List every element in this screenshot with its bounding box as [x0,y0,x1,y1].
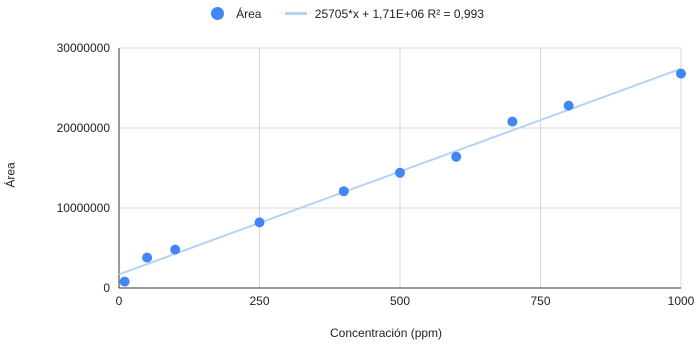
chart-legend: Área 25705*x + 1,71E+06 R² = 0,993 [0,6,695,21]
y-tick-label: 30000000 [57,41,111,55]
legend-item-trendline[interactable]: 25705*x + 1,71E+06 R² = 0,993 [284,6,484,21]
y-axis-title: Área [3,162,18,188]
data-point[interactable] [170,244,181,255]
y-tick-label: 0 [103,281,110,295]
axes [118,48,681,289]
data-point[interactable] [119,276,130,287]
x-tick-label: 1000 [668,294,695,308]
data-point[interactable] [507,116,518,127]
data-point[interactable] [676,68,686,79]
legend-marker-line [284,12,307,16]
x-tick-label: 0 [116,294,123,308]
x-tick-label: 750 [530,294,550,308]
data-point[interactable] [451,151,462,162]
data-point[interactable] [563,100,574,111]
legend-marker-dot [211,7,225,21]
y-tick-label: 10000000 [57,201,111,215]
x-axis-title: Concentración (ppm) [330,326,443,340]
data-point[interactable] [142,252,153,263]
data-point[interactable] [338,186,349,197]
y-tick-label: 20000000 [57,121,111,135]
x-tick-label: 250 [249,294,269,308]
data-point[interactable] [254,217,265,228]
data-points [119,68,686,287]
legend-item-area[interactable]: Área [211,7,261,21]
legend-label-trendline: 25705*x + 1,71E+06 R² = 0,993 [314,6,484,21]
legend-label-area: Área [236,6,262,21]
tick-labels: 0 10000000 20000000 30000000 0 250 500 750 1000 [57,41,695,308]
x-tick-label: 500 [390,294,410,308]
data-point[interactable] [395,167,405,178]
